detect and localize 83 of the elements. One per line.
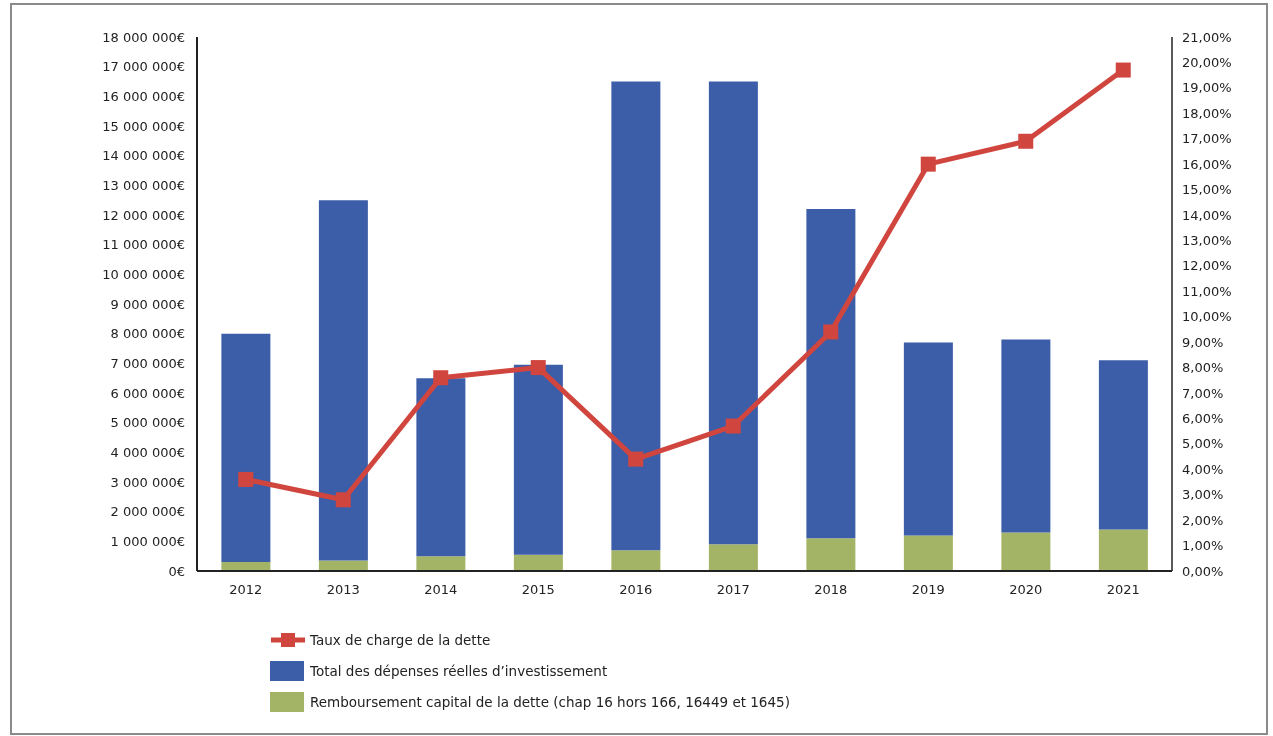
y2-tick-label: 0,00%	[1182, 563, 1224, 579]
x-tick-label: 2020	[1009, 582, 1043, 598]
bar	[708, 81, 758, 545]
y-tick-label: 11 000 000€	[102, 237, 185, 253]
y-tick-label: 18 000 000€	[102, 29, 185, 45]
bar	[221, 562, 271, 571]
bar	[903, 535, 953, 571]
y2-tick-label: 4,00%	[1182, 461, 1224, 477]
point	[530, 360, 546, 376]
y-tick-label: 10 000 000€	[102, 266, 185, 282]
x-tick-label: 2014	[424, 582, 458, 598]
bar	[1098, 360, 1148, 530]
bar	[513, 554, 563, 571]
y-tick-label: 14 000 000€	[102, 148, 185, 164]
y-tick-label: 4 000 000€	[110, 444, 185, 460]
y2-tick-label: 10,00%	[1182, 309, 1232, 325]
y-tick-label: 2 000 000€	[110, 504, 185, 520]
x-tick-label: 2012	[229, 582, 263, 598]
bar	[1001, 339, 1051, 533]
legend-label: Remboursement capital de la dette (chap 16 hors 166, 16449 et 1645)	[310, 693, 790, 710]
point	[433, 370, 449, 386]
x-tick-label: 2017	[716, 582, 750, 598]
x-tick-label: 2013	[326, 582, 360, 598]
y2-tick-label: 21,00%	[1182, 29, 1232, 45]
y-tick-label: 9 000 000€	[110, 296, 185, 312]
y2-tick-label: 11,00%	[1182, 283, 1232, 299]
y-tick-label: 15 000 000€	[102, 118, 185, 134]
bar	[416, 556, 466, 571]
bar	[806, 538, 856, 571]
bar	[513, 364, 563, 555]
y2-tick-label: 9,00%	[1182, 334, 1224, 350]
point	[238, 471, 254, 487]
x-tick-label: 2018	[814, 582, 848, 598]
x-tick-label: 2019	[911, 582, 945, 598]
x-tick-label: 2021	[1106, 582, 1140, 598]
y2-tick-label: 3,00%	[1182, 487, 1224, 503]
y2-tick-label: 15,00%	[1182, 182, 1232, 198]
point	[335, 492, 351, 508]
point	[628, 451, 644, 467]
y2-tick-label: 2,00%	[1182, 512, 1224, 528]
y-tick-label: 5 000 000€	[110, 415, 185, 431]
y2-tick-label: 13,00%	[1182, 233, 1232, 249]
y2-tick-label: 18,00%	[1182, 105, 1232, 121]
bar	[318, 200, 368, 561]
point	[823, 324, 839, 340]
point	[1115, 62, 1131, 78]
point	[725, 418, 741, 434]
y-tick-label: 6 000 000€	[110, 385, 185, 401]
y2-tick-label: 5,00%	[1182, 436, 1224, 452]
x-tick-label: 2016	[619, 582, 653, 598]
y2-tick-label: 19,00%	[1182, 80, 1232, 96]
bar	[708, 544, 758, 571]
y-tick-label: 8 000 000€	[110, 326, 185, 342]
bar	[611, 81, 661, 551]
bar	[903, 342, 953, 536]
y-tick-label: 3 000 000€	[110, 474, 185, 490]
point	[1018, 133, 1034, 149]
y-tick-label: 1 000 000€	[110, 533, 185, 549]
y-tick-label: 17 000 000€	[102, 59, 185, 75]
legend-label: Taux de charge de la dette	[310, 631, 491, 648]
y-tick-label: 7 000 000€	[110, 355, 185, 371]
y2-tick-label: 7,00%	[1182, 385, 1224, 401]
y-tick-label: 12 000 000€	[102, 207, 185, 223]
y-tick-label: 0€	[168, 563, 185, 579]
point	[920, 156, 936, 172]
y-tick-label: 16 000 000€	[102, 88, 185, 104]
bar	[221, 333, 271, 563]
bar	[1098, 529, 1148, 571]
legend-label: Total des dépenses réelles d’investissement	[310, 662, 608, 679]
bar	[1001, 532, 1051, 571]
y2-tick-label: 1,00%	[1182, 538, 1224, 554]
y2-tick-label: 16,00%	[1182, 156, 1232, 172]
y2-tick-label: 17,00%	[1182, 131, 1232, 147]
y2-tick-label: 12,00%	[1182, 258, 1232, 274]
y2-tick-label: 20,00%	[1182, 55, 1232, 71]
bar	[806, 209, 856, 539]
x-tick-label: 2015	[521, 582, 555, 598]
bar	[611, 550, 661, 571]
y2-tick-label: 6,00%	[1182, 411, 1224, 427]
y2-tick-label: 8,00%	[1182, 360, 1224, 376]
y2-tick-label: 14,00%	[1182, 207, 1232, 223]
y-tick-label: 13 000 000€	[102, 177, 185, 193]
bar	[416, 378, 466, 557]
